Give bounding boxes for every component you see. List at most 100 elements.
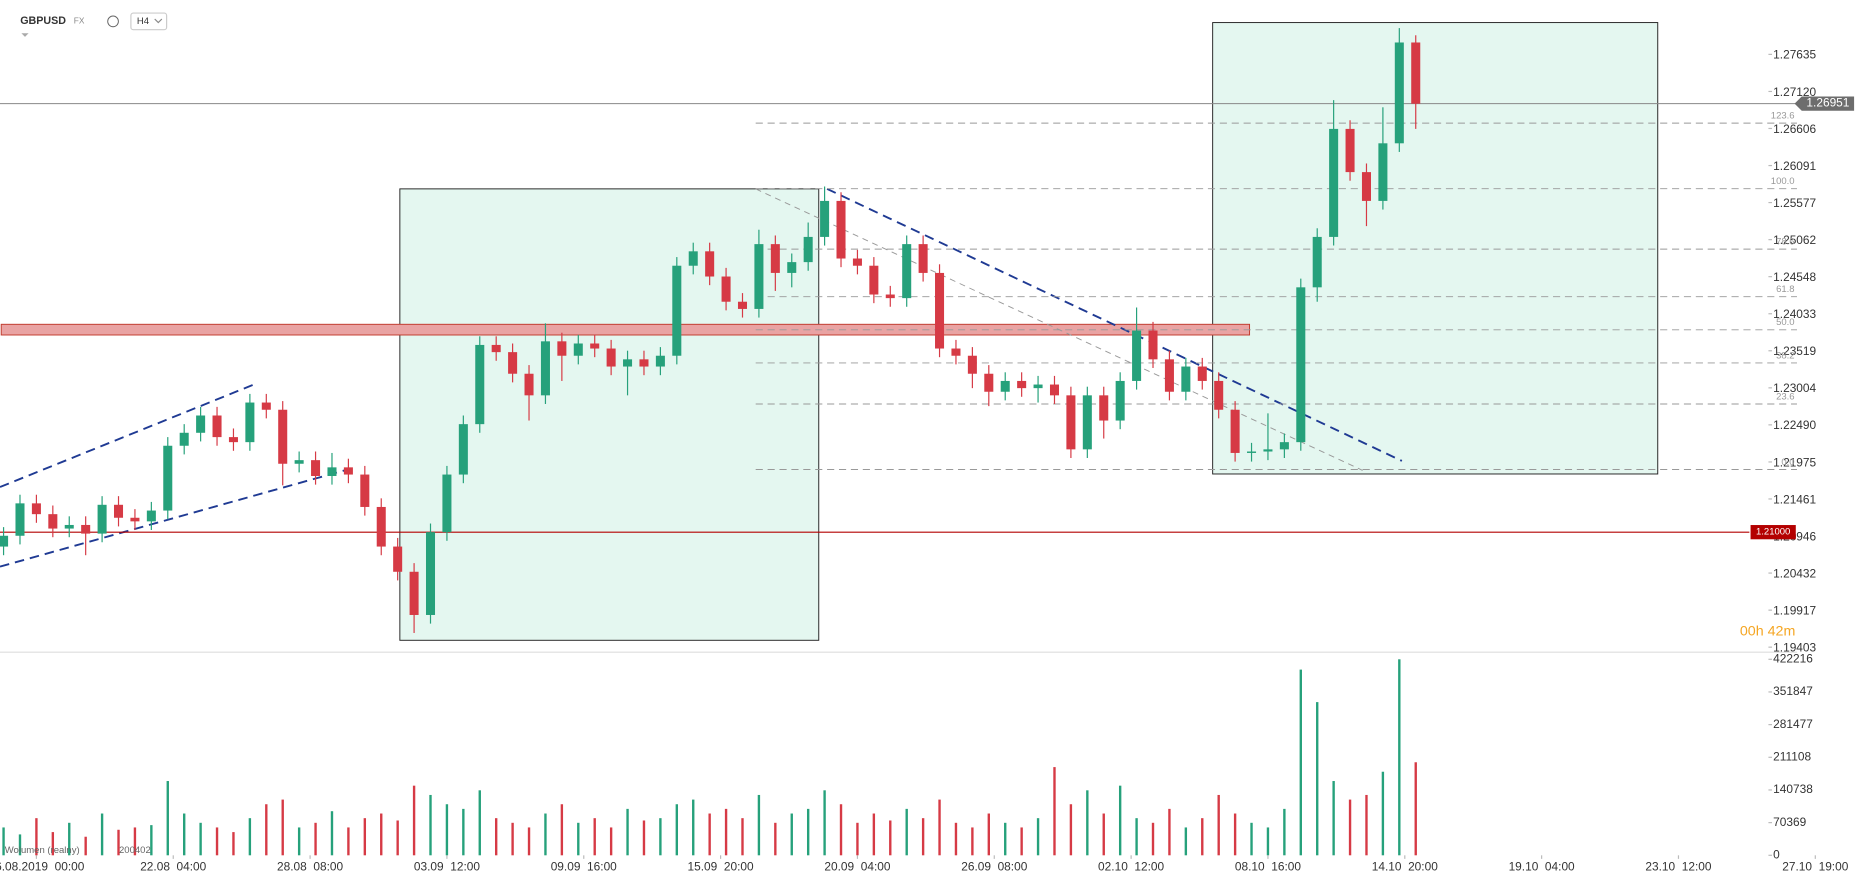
candle-body <box>1017 380 1027 389</box>
volume-bar <box>593 818 596 856</box>
candle-body <box>64 524 74 529</box>
candle-body <box>1394 42 1404 144</box>
candle-body <box>1296 287 1306 443</box>
x-tick-label: 14.10 20:00 <box>1372 859 1438 873</box>
trend-line <box>826 188 1403 462</box>
candle-body <box>1082 395 1092 450</box>
volume-bar <box>856 822 859 856</box>
volume-bar <box>987 813 990 856</box>
volume-bar <box>166 781 169 856</box>
candle-body <box>1197 366 1207 381</box>
symbol: GBPUSD <box>20 15 66 27</box>
volume-bar <box>380 813 383 856</box>
volume-bar <box>724 808 728 856</box>
candle-body <box>48 514 58 529</box>
candle-body <box>836 200 846 259</box>
resistance-zone <box>0 323 1251 336</box>
candle-body <box>1411 42 1421 104</box>
volume-bar <box>921 818 925 856</box>
volume-tick-label: 70369 <box>1773 815 1806 829</box>
candle-body <box>0 535 9 547</box>
candle-body <box>524 373 534 396</box>
volume-bar <box>248 818 252 856</box>
fib-label: 50.0 <box>1776 317 1795 328</box>
y-tick-label: 1.25577 <box>1773 196 1816 210</box>
volume-bar <box>1381 771 1385 856</box>
candle-body <box>196 415 206 433</box>
x-tick-label: 20.09 04:00 <box>824 859 890 873</box>
volume-bar <box>150 825 153 856</box>
volume-bar <box>954 822 958 856</box>
volume-bar <box>675 804 679 856</box>
volume-bar <box>133 827 137 856</box>
y-tick-label: 1.26606 <box>1773 122 1816 136</box>
candle-body <box>639 359 649 367</box>
interval: H4 <box>137 16 149 27</box>
x-tick-label: 27.10 19:00 <box>1782 859 1848 873</box>
volume-bar <box>790 813 793 856</box>
info-icon[interactable] <box>107 15 119 28</box>
plot-layer: 1.27635 1.27120 1.26606 1.26091 1.25577 1.250… <box>0 28 1855 873</box>
candle-body <box>475 344 485 425</box>
candle-body <box>1049 384 1060 396</box>
volume-bar <box>560 804 564 856</box>
x-tick-label: 28.08 08:00 <box>277 859 343 873</box>
candle-body <box>885 294 895 299</box>
volume-bar <box>1414 762 1417 856</box>
volume-bar <box>1004 822 1007 856</box>
candle-body <box>81 524 91 534</box>
volume-bar <box>265 804 268 856</box>
fib-label: 78.6 <box>1776 237 1795 248</box>
candle-body <box>1148 330 1158 360</box>
candle-body <box>623 359 633 367</box>
volume-bar <box>774 822 777 856</box>
last-price-label: 1.26951 <box>1806 96 1849 110</box>
candle-body <box>228 437 238 443</box>
candle-body <box>721 276 731 302</box>
volume-bar <box>642 820 646 856</box>
volume-tick-label: 281477 <box>1773 717 1813 731</box>
candle-body <box>278 409 288 464</box>
caret <box>21 33 29 37</box>
fib-label: 61.8 <box>1776 284 1795 295</box>
volume-tick-label: 0 <box>1773 847 1780 861</box>
price-level-tag <box>1750 525 1796 540</box>
candle-body <box>1361 172 1371 201</box>
candle-body <box>737 301 748 309</box>
range-box <box>399 188 820 641</box>
candle-body <box>754 244 764 309</box>
x-tick-label: 02.10 12:00 <box>1098 859 1164 873</box>
x-tick-label: 16.08.2019 00:00 <box>0 859 85 873</box>
y-tick-label: 1.23004 <box>1773 381 1816 395</box>
volume-bar <box>1020 827 1023 856</box>
candle-body <box>672 265 682 356</box>
volume-bar <box>314 822 317 856</box>
candle-body <box>508 352 518 374</box>
interval-select[interactable] <box>130 12 168 31</box>
x-tick-label: 22.08 04:00 <box>140 859 206 873</box>
candle-body <box>1279 442 1289 450</box>
volume-bar <box>1201 818 1204 856</box>
volume-bar <box>577 822 580 856</box>
volume-bar <box>199 822 202 856</box>
volume-legend-value: 200402 <box>119 845 151 856</box>
price-level-label: 1.21000 <box>1756 527 1790 538</box>
candle-body <box>590 343 600 349</box>
volume-bar <box>478 790 481 856</box>
volume-bar <box>1102 813 1105 856</box>
candle-body <box>918 244 928 273</box>
volume-bar <box>1069 804 1073 856</box>
candle-body <box>393 546 403 572</box>
volume-legend: Wolumen (realny) <box>5 845 80 856</box>
volume-bar <box>1332 781 1335 856</box>
y-tick-label: 1.21975 <box>1773 455 1816 469</box>
volume-bar <box>1217 794 1220 856</box>
candle-body <box>1033 384 1043 389</box>
candle-body <box>557 341 567 356</box>
candle-body <box>343 467 353 475</box>
volume-bar <box>823 790 826 856</box>
y-tick-label: 1.22490 <box>1773 418 1816 432</box>
candle-body <box>705 251 715 277</box>
fib-label: 38.2 <box>1776 350 1795 361</box>
candle-body <box>311 460 321 476</box>
